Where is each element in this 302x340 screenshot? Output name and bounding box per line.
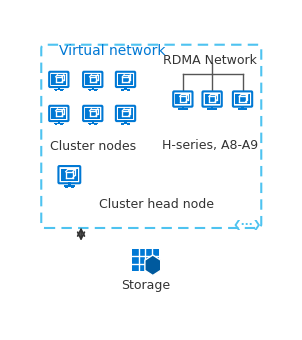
FancyBboxPatch shape: [121, 123, 130, 124]
FancyBboxPatch shape: [239, 97, 246, 102]
FancyBboxPatch shape: [118, 108, 133, 119]
FancyBboxPatch shape: [178, 108, 188, 110]
FancyBboxPatch shape: [58, 166, 80, 183]
FancyBboxPatch shape: [49, 106, 69, 121]
FancyBboxPatch shape: [55, 90, 57, 91]
FancyBboxPatch shape: [85, 74, 100, 85]
FancyBboxPatch shape: [85, 108, 100, 119]
FancyBboxPatch shape: [92, 86, 94, 89]
Polygon shape: [145, 255, 161, 275]
FancyBboxPatch shape: [88, 123, 98, 124]
FancyBboxPatch shape: [64, 185, 75, 187]
FancyBboxPatch shape: [127, 90, 130, 91]
FancyBboxPatch shape: [118, 74, 133, 85]
FancyBboxPatch shape: [124, 120, 127, 123]
FancyBboxPatch shape: [116, 72, 135, 87]
FancyBboxPatch shape: [122, 77, 129, 82]
Text: ❮···❯: ❮···❯: [233, 220, 262, 230]
FancyBboxPatch shape: [209, 97, 215, 102]
FancyBboxPatch shape: [60, 90, 63, 91]
FancyBboxPatch shape: [89, 90, 91, 91]
Text: Cluster nodes: Cluster nodes: [50, 140, 136, 153]
FancyBboxPatch shape: [116, 106, 135, 121]
Text: Virtual network: Virtual network: [59, 44, 165, 58]
FancyBboxPatch shape: [121, 90, 124, 91]
FancyBboxPatch shape: [58, 86, 60, 89]
FancyBboxPatch shape: [90, 77, 96, 82]
FancyBboxPatch shape: [49, 72, 69, 87]
FancyBboxPatch shape: [211, 106, 213, 108]
FancyBboxPatch shape: [208, 110, 210, 111]
FancyBboxPatch shape: [235, 94, 250, 104]
FancyBboxPatch shape: [83, 106, 102, 121]
FancyBboxPatch shape: [214, 110, 216, 111]
FancyBboxPatch shape: [121, 89, 130, 90]
FancyBboxPatch shape: [179, 110, 181, 111]
Text: Storage: Storage: [121, 279, 170, 292]
FancyBboxPatch shape: [61, 169, 78, 181]
FancyBboxPatch shape: [51, 108, 66, 119]
FancyBboxPatch shape: [180, 97, 186, 102]
FancyBboxPatch shape: [83, 72, 102, 87]
FancyBboxPatch shape: [207, 108, 217, 110]
FancyBboxPatch shape: [90, 111, 96, 116]
FancyBboxPatch shape: [173, 91, 192, 107]
Text: RDMA Network: RDMA Network: [163, 54, 257, 67]
FancyBboxPatch shape: [241, 106, 244, 108]
FancyBboxPatch shape: [238, 108, 247, 110]
FancyBboxPatch shape: [94, 90, 97, 91]
FancyBboxPatch shape: [122, 111, 129, 116]
FancyBboxPatch shape: [60, 124, 63, 125]
FancyBboxPatch shape: [239, 110, 241, 111]
FancyBboxPatch shape: [71, 187, 74, 188]
FancyBboxPatch shape: [89, 124, 91, 125]
FancyBboxPatch shape: [121, 124, 124, 125]
FancyBboxPatch shape: [56, 111, 62, 116]
FancyBboxPatch shape: [182, 106, 184, 108]
FancyBboxPatch shape: [54, 123, 64, 124]
Text: H-series, A8-A9: H-series, A8-A9: [162, 139, 258, 152]
FancyBboxPatch shape: [88, 89, 98, 90]
FancyBboxPatch shape: [244, 110, 246, 111]
FancyBboxPatch shape: [233, 91, 252, 107]
FancyBboxPatch shape: [55, 124, 57, 125]
FancyBboxPatch shape: [127, 124, 130, 125]
FancyBboxPatch shape: [132, 249, 159, 271]
Text: Cluster head node: Cluster head node: [98, 198, 214, 211]
FancyBboxPatch shape: [204, 94, 220, 104]
FancyBboxPatch shape: [68, 182, 71, 185]
FancyBboxPatch shape: [124, 86, 127, 89]
FancyBboxPatch shape: [66, 172, 73, 178]
FancyBboxPatch shape: [65, 187, 68, 188]
FancyBboxPatch shape: [94, 124, 97, 125]
FancyBboxPatch shape: [202, 91, 222, 107]
FancyBboxPatch shape: [92, 120, 94, 123]
FancyBboxPatch shape: [175, 94, 191, 104]
FancyBboxPatch shape: [54, 89, 64, 90]
FancyBboxPatch shape: [56, 77, 62, 82]
FancyBboxPatch shape: [58, 120, 60, 123]
FancyBboxPatch shape: [51, 74, 66, 85]
FancyBboxPatch shape: [185, 110, 187, 111]
